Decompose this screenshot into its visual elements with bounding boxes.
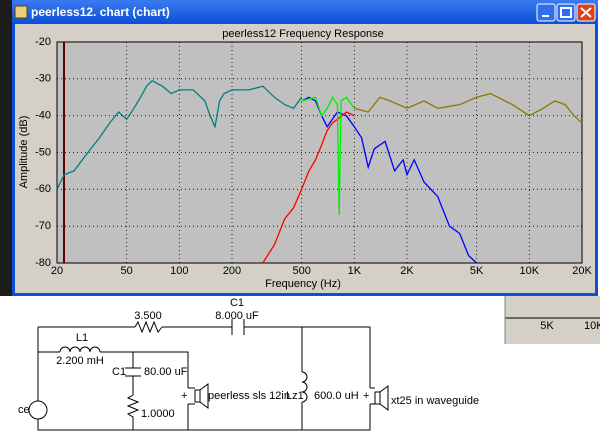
x-tick-label: 20 [51, 265, 63, 277]
background-tick: 5K [540, 320, 554, 332]
component-label: 8.000 uF [215, 310, 259, 322]
series-line [56, 79, 303, 190]
component-label: C1 [230, 297, 244, 309]
component-label: 3.500 [134, 310, 162, 322]
component-label: xt25 in waveguide [391, 395, 479, 407]
component-label: C1 [112, 366, 126, 378]
chart-title: peerless12 Frequency Response [222, 28, 383, 40]
minimize-icon [542, 15, 549, 17]
x-tick-label: 500 [292, 265, 310, 277]
x-tick-label: 50 [121, 265, 133, 277]
y-tick-label: -60 [35, 183, 51, 195]
window-title: peerless12. chart (chart) [31, 5, 170, 19]
component-label: 80.00 uF [144, 366, 188, 378]
component-label: 1.0000 [141, 408, 175, 420]
component-label: 600.0 uH [314, 390, 359, 402]
maximize-button[interactable] [556, 3, 576, 22]
close-icon [580, 7, 592, 18]
wire [38, 351, 189, 430]
component-label: + [181, 390, 187, 402]
x-tick-label: 10K [520, 265, 540, 277]
wire [188, 387, 375, 405]
speaker-cone [379, 385, 389, 411]
minimize-button[interactable] [536, 3, 556, 22]
y-tick-label: -80 [35, 257, 51, 269]
series-line [301, 95, 355, 216]
y-tick-label: -40 [35, 110, 51, 122]
y-tick-label: -20 [35, 36, 51, 48]
speaker [374, 391, 381, 405]
wire [302, 326, 371, 431]
component-label: Lz1 [286, 390, 304, 402]
app-icon [14, 5, 28, 19]
resistor [126, 394, 140, 420]
series-line [301, 96, 478, 264]
y-tick-label: -30 [35, 73, 51, 85]
component-label: 2.200 mH [56, 355, 104, 367]
speaker [194, 389, 201, 403]
component-label: ce [18, 404, 30, 416]
y-axis-label: Amplitude (dB) [18, 116, 30, 189]
x-tick-label: 5K [470, 265, 484, 277]
series-line [354, 92, 583, 124]
desktop [0, 0, 12, 296]
window-buttons[interactable] [536, 3, 596, 22]
plot-area [56, 41, 583, 264]
background-window [505, 296, 600, 344]
background-tick: 10K [584, 320, 600, 332]
x-tick-label: 200 [223, 265, 241, 277]
resistor [134, 320, 163, 334]
component-label: peerless sls 12in [208, 390, 290, 402]
x-tick-label: 20K [572, 265, 592, 277]
component-label: L1 [76, 332, 88, 344]
x-tick-label: 1K [348, 265, 362, 277]
component-label: + [363, 390, 369, 402]
x-tick-label: 2K [400, 265, 414, 277]
schematic [28, 319, 389, 431]
capacitor [231, 319, 245, 335]
inductor [301, 371, 308, 403]
capacitor [125, 367, 141, 377]
x-axis-label: Frequency (Hz) [265, 278, 341, 290]
y-tick-label: -50 [35, 146, 51, 158]
title-bar [12, 0, 598, 24]
inductor [59, 346, 101, 353]
source [28, 400, 48, 420]
speaker-cone [199, 383, 209, 409]
x-tick-label: 100 [170, 265, 188, 277]
y-tick-label: -70 [35, 220, 51, 232]
maximize-icon [560, 7, 572, 18]
